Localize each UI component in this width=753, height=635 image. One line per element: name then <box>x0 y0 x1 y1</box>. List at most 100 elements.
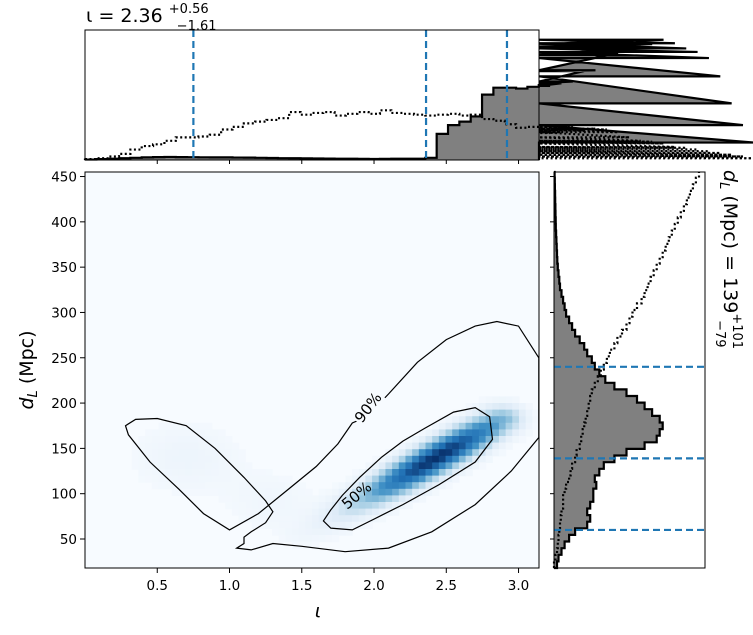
heatmap-cell <box>231 449 240 457</box>
heatmap-cell <box>178 442 186 450</box>
heatmap-cell <box>298 502 306 510</box>
heatmap-cell <box>418 475 427 483</box>
heatmap-cell <box>231 462 240 470</box>
heatmap-cell <box>251 475 260 483</box>
heatmap-cell <box>405 442 413 450</box>
heatmap-cell <box>458 462 467 470</box>
heatmap-cell <box>145 436 153 444</box>
heatmap-cell <box>305 528 313 536</box>
heatmap-cell <box>465 469 473 477</box>
heatmap-cell <box>305 521 313 529</box>
heatmap-cell <box>485 442 493 450</box>
heatmap-cell <box>178 455 186 463</box>
heatmap-cell <box>485 403 493 411</box>
heatmap-cell <box>458 436 467 444</box>
heatmap-cell <box>465 442 473 450</box>
heatmap-cell <box>138 442 146 450</box>
heatmap-cell <box>478 422 487 430</box>
heatmap-cell <box>438 429 447 437</box>
heatmap-cell <box>412 449 420 457</box>
heatmap-cell <box>345 515 353 523</box>
heatmap-cell <box>312 508 320 516</box>
heatmap-cell <box>312 535 320 543</box>
heatmap-cell <box>238 495 246 503</box>
heatmap-cell <box>352 515 360 523</box>
heatmap-cell <box>338 508 346 516</box>
heatmap-cell <box>372 502 380 510</box>
heatmap-cell <box>352 488 360 496</box>
heatmap-cell <box>438 436 447 444</box>
heatmap-cell <box>418 436 427 444</box>
y-tick-label: 450 <box>51 170 77 186</box>
heatmap-cell <box>358 488 367 496</box>
heatmap-cell <box>505 429 513 437</box>
heatmap-cell <box>318 521 326 529</box>
heatmap-cell <box>358 469 367 477</box>
heatmap-cell <box>472 409 480 417</box>
heatmap-cell <box>438 475 447 483</box>
heatmap-cell <box>258 469 266 477</box>
heatmap-cell <box>418 429 427 437</box>
heatmap-cell <box>318 508 326 516</box>
heatmap-cell <box>231 482 240 490</box>
heatmap-cell <box>271 482 280 490</box>
density-heatmap <box>85 172 540 568</box>
heatmap-cell <box>472 442 480 450</box>
heatmap-cell <box>352 495 360 503</box>
heatmap-cell <box>205 482 213 490</box>
heatmap-cell <box>432 488 440 496</box>
heatmap-cell <box>432 436 440 444</box>
heatmap-cell <box>498 416 507 424</box>
heatmap-cell <box>198 429 206 437</box>
heatmap-cell <box>211 469 220 477</box>
heatmap-cell <box>191 422 200 430</box>
heatmap-cell <box>205 449 213 457</box>
heatmap-cell <box>325 535 333 543</box>
heatmap-cell <box>438 416 447 424</box>
heatmap-cell <box>365 508 373 516</box>
heatmap-cell <box>492 396 500 404</box>
heatmap-cell <box>478 429 487 437</box>
heatmap-cell <box>478 403 487 411</box>
heatmap-cell <box>345 502 353 510</box>
heatmap-cell <box>251 482 260 490</box>
heatmap-cell <box>352 521 360 529</box>
heatmap-cell <box>372 475 380 483</box>
x-tick-label: 2.0 <box>363 578 384 594</box>
heatmap-cell <box>338 482 346 490</box>
heatmap-cell <box>151 449 160 457</box>
heatmap-cell <box>312 541 320 549</box>
heatmap-cell <box>258 488 266 496</box>
heatmap-cell <box>385 455 393 463</box>
heatmap-cell <box>365 475 373 483</box>
heatmap-cell <box>258 475 266 483</box>
heatmap-cell <box>218 429 226 437</box>
heatmap-cell <box>238 462 246 470</box>
heatmap-cell <box>271 521 280 529</box>
heatmap-cell <box>138 455 146 463</box>
heatmap-cell <box>245 502 253 510</box>
heatmap-cell <box>305 541 313 549</box>
heatmap-cell <box>498 409 507 417</box>
heatmap-cell <box>231 455 240 463</box>
y-tick-label: 300 <box>51 305 77 321</box>
heatmap-cell <box>251 508 260 516</box>
right-hist-fill <box>554 172 663 568</box>
heatmap-cell <box>325 515 333 523</box>
heatmap-cell <box>165 482 173 490</box>
heatmap-cell <box>432 462 440 470</box>
top-title-sub: −1.61 <box>177 19 217 34</box>
heatmap-cell <box>418 469 427 477</box>
heatmap-cell <box>458 416 467 424</box>
heatmap-cell <box>231 442 240 450</box>
heatmap-cell <box>358 475 367 483</box>
heatmap-cell <box>485 436 493 444</box>
heatmap-cell <box>498 442 507 450</box>
heatmap-cell <box>258 502 266 510</box>
heatmap-cell <box>372 482 380 490</box>
heatmap-cell <box>432 429 440 437</box>
heatmap-cell <box>138 475 146 483</box>
heatmap-cell <box>412 442 420 450</box>
heatmap-cell <box>465 416 473 424</box>
heatmap-cell <box>465 409 473 417</box>
